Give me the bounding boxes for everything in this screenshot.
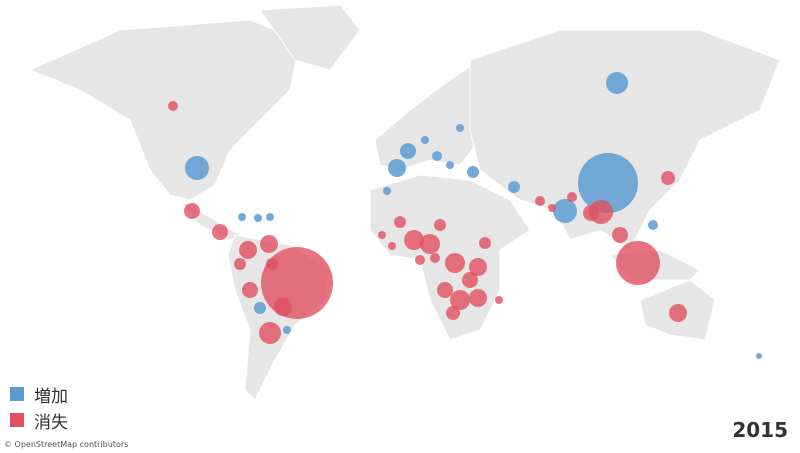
legend-swatch	[10, 413, 24, 427]
legend-label: 増加	[34, 386, 68, 407]
year-label: 2015	[732, 418, 788, 442]
legend-label: 消失	[34, 412, 68, 433]
land	[28, 4, 781, 401]
attribution: © OpenStreetMap contributors	[4, 440, 129, 449]
legend-item: 増加	[10, 381, 68, 407]
bubbles	[168, 72, 762, 359]
legend: 増加 消失	[10, 381, 68, 433]
legend-item: 消失	[10, 407, 68, 433]
legend-swatch	[10, 387, 24, 401]
